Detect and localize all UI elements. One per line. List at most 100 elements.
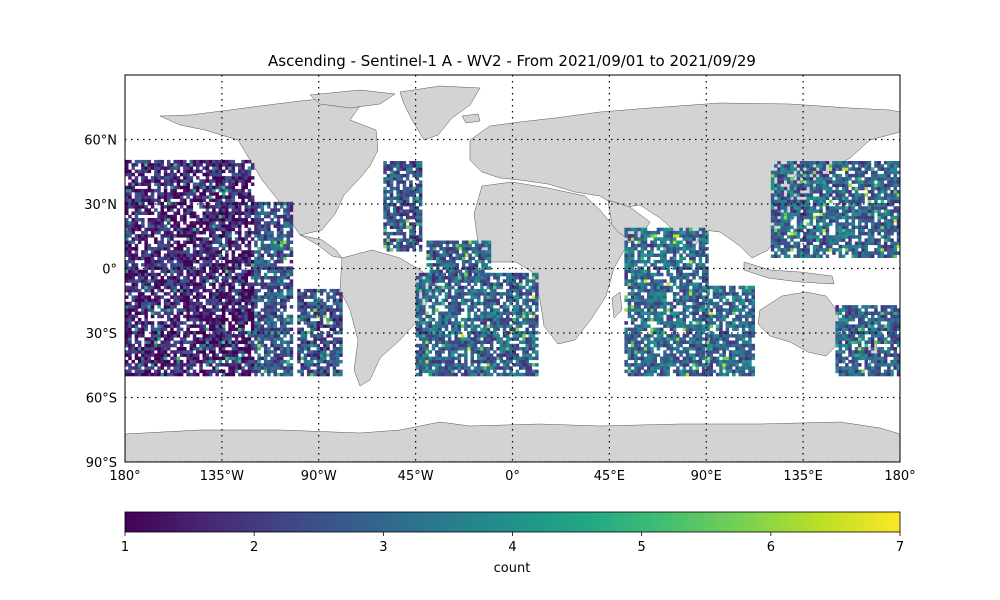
count-cell: [270, 276, 274, 280]
count-cell: [212, 198, 216, 203]
count-cell: [228, 308, 232, 312]
count-cell: [435, 276, 439, 280]
count-cell: [441, 276, 445, 280]
count-cell: [297, 359, 301, 364]
count-cell: [313, 369, 317, 374]
count-cell: [647, 353, 651, 357]
count-cell: [125, 295, 129, 299]
count-cell: [422, 366, 426, 370]
count-cell: [445, 259, 450, 264]
count-cell: [531, 334, 536, 338]
count-cell: [257, 298, 261, 303]
count-cell: [669, 285, 674, 290]
count-cell: [131, 172, 135, 177]
count-cell: [144, 192, 148, 196]
count-cell: [460, 363, 465, 367]
count-cell: [276, 201, 281, 206]
count-cell: [260, 285, 265, 290]
count-cell: [647, 292, 651, 296]
count-cell: [205, 288, 210, 293]
count-cell: [326, 334, 330, 338]
count-cell: [425, 343, 429, 348]
count-cell: [483, 288, 487, 293]
count-cell: [637, 311, 641, 315]
count-cell: [303, 337, 308, 341]
count-cell: [273, 308, 277, 312]
count-cell: [630, 369, 635, 374]
count-cell: [386, 164, 391, 168]
count-cell: [128, 305, 132, 309]
count-cell: [163, 176, 168, 180]
count-cell: [454, 317, 458, 322]
count-cell: [199, 169, 203, 174]
count-cell: [276, 259, 281, 264]
count-cell: [154, 369, 158, 374]
count-cell: [186, 301, 190, 306]
count-cell: [627, 305, 632, 309]
count-cell: [672, 359, 677, 364]
count-cell: [144, 369, 148, 374]
count-cell: [176, 163, 181, 167]
count-cell: [386, 206, 391, 210]
count-cell: [125, 285, 129, 290]
count-cell: [267, 259, 271, 264]
count-cell: [502, 347, 507, 351]
count-cell: [186, 256, 190, 261]
count-cell: [167, 230, 171, 235]
count-cell: [231, 159, 236, 164]
count-cell: [176, 247, 181, 251]
count-cell: [137, 340, 142, 344]
count-cell: [254, 363, 258, 367]
count-cell: [336, 305, 340, 309]
count-cell: [231, 301, 236, 306]
count-cell: [409, 186, 413, 191]
count-cell: [199, 324, 203, 328]
count-cell: [215, 166, 219, 170]
count-cell: [669, 327, 674, 332]
count-cell: [199, 253, 203, 257]
count-cell: [202, 372, 206, 377]
count-cell: [128, 340, 132, 344]
count-cell: [502, 292, 507, 296]
count-cell: [267, 221, 271, 225]
count-cell: [154, 253, 158, 257]
count-cell: [650, 347, 654, 351]
count-cell: [186, 272, 190, 277]
count-cell: [163, 230, 168, 235]
count-cell: [425, 288, 429, 293]
count-cell: [457, 305, 462, 309]
count-cell: [199, 340, 203, 344]
count-cell: [630, 295, 635, 299]
count-cell: [512, 272, 516, 277]
count-cell: [512, 298, 516, 303]
count-cell: [399, 202, 403, 207]
count-cell: [215, 224, 219, 228]
count-cell: [209, 256, 213, 261]
count-cell: [205, 259, 210, 264]
count-cell: [218, 308, 223, 312]
count-cell: [650, 308, 654, 312]
count-cell: [167, 334, 171, 338]
count-cell: [157, 179, 161, 183]
count-cell: [630, 321, 635, 325]
count-cell: [669, 263, 674, 267]
count-cell: [241, 221, 245, 225]
count-cell: [144, 305, 148, 309]
count-cell: [515, 272, 520, 277]
count-cell: [199, 266, 203, 270]
count-cell: [163, 356, 168, 361]
count-cell: [444, 334, 449, 338]
count-cell: [493, 356, 497, 361]
count-cell: [257, 201, 261, 206]
count-cell: [183, 182, 187, 186]
count-cell: [205, 353, 210, 357]
count-cell: [270, 308, 274, 312]
count-cell: [489, 311, 494, 315]
count-cell: [221, 350, 226, 354]
count-cell: [663, 292, 667, 296]
count-cell: [212, 188, 216, 193]
count-cell: [179, 250, 184, 254]
count-cell: [451, 343, 455, 348]
count-cell: [630, 240, 635, 244]
count-cell: [297, 356, 301, 361]
